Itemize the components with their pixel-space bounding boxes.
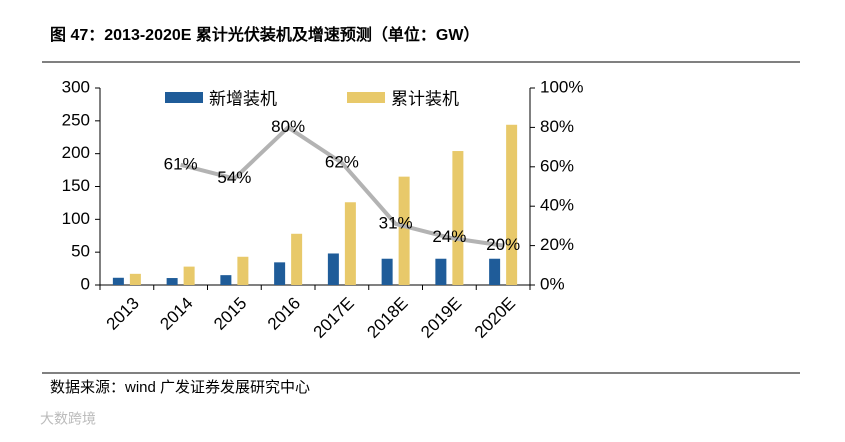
y-tick-label: 300 (62, 77, 90, 96)
y-tick-label: 250 (62, 110, 90, 129)
legend-swatch (165, 92, 203, 103)
line (180, 125, 504, 248)
y-tick-label: 50 (71, 242, 90, 261)
value-label: 54% (217, 168, 251, 187)
x-tick-label: 2020E (471, 294, 519, 342)
x-tick-label: 2014 (156, 294, 196, 334)
y2-tick-label: 60% (540, 156, 574, 175)
legend-swatch (347, 92, 385, 103)
bar (398, 176, 410, 285)
bar (291, 233, 303, 285)
y-tick-label: 0 (81, 274, 90, 293)
bar (327, 253, 339, 285)
bar (344, 202, 356, 285)
bar (381, 258, 393, 285)
value-label: 61% (164, 154, 198, 173)
x-tick-label: 2019E (417, 294, 465, 342)
y2-tick-label: 40% (540, 196, 574, 215)
bar (220, 275, 232, 285)
y-tick-label: 200 (62, 143, 90, 162)
source: 数据来源：wind 广发证券发展研究中心 (50, 379, 310, 396)
chart-title: 图 47：2013-2020E 累计光伏装机及增速预测（单位：GW） (50, 25, 479, 44)
legend-label: 新增装机 (209, 89, 277, 108)
y2-tick-label: 20% (540, 235, 574, 254)
bar (435, 258, 447, 285)
bar (489, 258, 501, 285)
x-tick-label: 2017E (310, 294, 358, 342)
bar (112, 277, 124, 285)
x-tick-label: 2013 (103, 294, 143, 334)
x-tick-label: 2016 (264, 294, 304, 334)
x-tick-label: 2018E (363, 294, 411, 342)
y2-tick-label: 80% (540, 117, 574, 136)
bar (506, 124, 518, 285)
legend-label: 累计装机 (391, 89, 459, 108)
y-tick-label: 100 (62, 209, 90, 228)
bar (274, 262, 286, 285)
watermark: 大数跨境 (40, 411, 96, 427)
bar (166, 278, 178, 285)
bar (237, 256, 249, 285)
bar (183, 266, 195, 285)
value-label: 80% (271, 117, 305, 136)
value-label: 62% (325, 152, 359, 171)
x-tick-label: 2015 (210, 294, 250, 334)
bar (452, 151, 464, 285)
value-label: 31% (379, 213, 413, 232)
y2-tick-label: 100% (540, 77, 583, 96)
bar (129, 273, 141, 285)
value-label: 20% (486, 235, 520, 254)
y-tick-label: 150 (62, 176, 90, 195)
y2-tick-label: 0% (540, 274, 565, 293)
value-label: 24% (432, 227, 466, 246)
